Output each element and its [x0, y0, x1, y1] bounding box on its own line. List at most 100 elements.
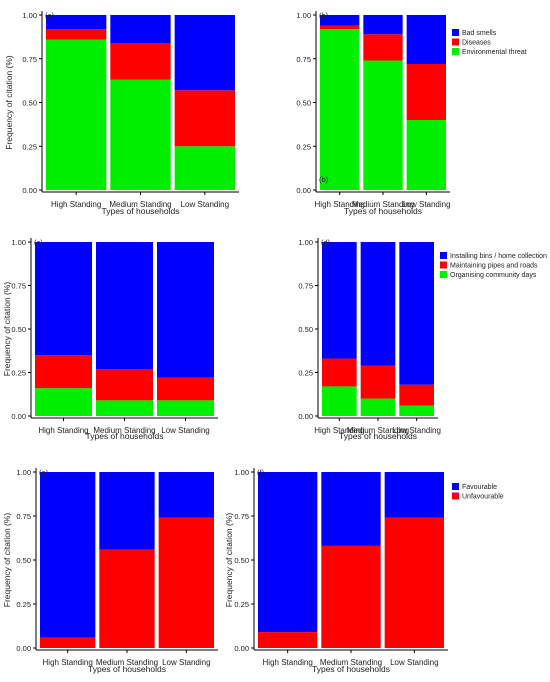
y-tick-label: 0.00 — [298, 412, 313, 421]
bar-segment-green — [399, 405, 434, 416]
bar-segment-blue — [399, 242, 434, 385]
bar-segment-green — [96, 400, 153, 416]
y-tick-label: 0.75 — [22, 55, 37, 64]
x-axis-title: Types of households — [102, 206, 180, 216]
bar-segment-red — [384, 517, 444, 648]
bar-segment-green — [46, 39, 107, 190]
y-tick-label: 0.50 — [298, 325, 313, 334]
bar-segment-red — [360, 365, 396, 399]
bar-segment-blue — [99, 472, 155, 550]
legend-swatch-red — [452, 38, 459, 46]
x-tick-label: Medium Standing — [320, 658, 382, 667]
bar-segment-red — [96, 369, 153, 401]
bar-segment-red — [157, 377, 214, 401]
panel-label: (e) — [39, 468, 49, 477]
x-axis-title: Types of households — [339, 431, 417, 441]
y-tick-label: 0.00 — [22, 186, 37, 195]
y-tick-label: 0.00 — [234, 644, 249, 653]
y-tick-label: 0.75 — [11, 282, 26, 291]
x-tick-label: Low Standing — [161, 426, 209, 435]
y-tick-label: 0.25 — [296, 142, 311, 151]
bar-segment-blue — [360, 242, 396, 366]
bar-segment-red — [40, 637, 96, 648]
x-tick-label: High Standing — [314, 426, 364, 435]
legend-label: Unfavourable — [462, 494, 504, 501]
x-tick-label: Medium Standing — [109, 200, 171, 209]
y-tick-label: 0.75 — [16, 512, 31, 521]
bar-segment-blue — [321, 472, 381, 546]
y-tick-label: 1.00 — [22, 11, 37, 20]
y-tick-label: 0.25 — [11, 369, 26, 378]
bar-segment-red — [110, 43, 171, 80]
bar-segment-red — [406, 64, 446, 120]
legend-label: Favourable — [462, 484, 497, 491]
y-axis-title: Frequency of citation (%) — [2, 282, 12, 377]
bar-segment-green — [174, 146, 235, 190]
legend-label: Organising community days — [450, 272, 537, 279]
x-axis-title: Types of households — [344, 206, 422, 216]
bar-segment-red — [320, 25, 360, 29]
panel-label: (b) — [319, 11, 329, 20]
bar-segment-red — [321, 545, 381, 648]
bar-segment-blue — [363, 15, 403, 35]
x-tick-label: Low Standing — [402, 200, 450, 209]
chart-panel-a: 0.00 0.25 0.50 0.75 1.00 High Standing Medium … — [4, 11, 239, 216]
y-tick-label: 0.25 — [298, 369, 313, 378]
x-tick-label: Low Standing — [390, 658, 438, 667]
bar-segment-blue — [96, 242, 153, 370]
legend-label: Maintaining pipes and roads — [450, 263, 538, 270]
bar-segment-green — [35, 388, 92, 416]
legend-label: Installing bins / home collection — [450, 253, 547, 260]
y-tick-label: 1.00 — [11, 238, 26, 247]
legend-swatch-blue — [452, 29, 459, 36]
panel-label: (a) — [45, 11, 55, 20]
bar-segment-blue — [158, 472, 214, 518]
bar-segment-green — [320, 29, 360, 190]
x-axis-title: Types of households — [88, 664, 166, 674]
x-tick-label: Medium Standing — [352, 200, 414, 209]
chart-panel-d: 0.00 0.25 0.50 0.75 1.00 High StandingMedium … — [298, 238, 547, 441]
x-axis-title: Types of households — [312, 664, 390, 674]
legend-label: Environmental threat — [462, 49, 527, 56]
panel-label: (c) — [34, 238, 43, 247]
bar-segment-green — [157, 400, 214, 416]
bar-segment-blue — [46, 15, 107, 29]
bar-segment-blue — [40, 472, 96, 638]
bar-segment-blue — [258, 472, 318, 633]
bar-segment-blue — [110, 15, 171, 43]
bar-segment-red — [322, 358, 357, 387]
x-tick-label: High Standing — [43, 658, 93, 667]
bar-segment-red — [174, 90, 235, 147]
y-tick-label: 0.00 — [296, 186, 311, 195]
bar-segment-red — [99, 549, 155, 648]
bar-segment-blue — [157, 242, 214, 378]
y-tick-label: 1.00 — [298, 238, 313, 247]
y-axis-title: Frequency of citation (%) — [224, 513, 234, 608]
x-tick-label: Medium Standing — [96, 658, 158, 667]
y-tick-label: 0.50 — [22, 99, 37, 108]
y-tick-label: 1.00 — [234, 468, 249, 477]
bar-segment-green — [360, 398, 396, 416]
legend-swatch-blue — [440, 252, 447, 259]
legend-swatch-green — [440, 271, 447, 278]
legend-label: Diseases — [462, 40, 491, 47]
y-tick-label: 0.75 — [298, 282, 313, 291]
y-tick-label: 0.25 — [234, 600, 249, 609]
bar-segment-red — [158, 517, 214, 648]
y-tick-label: 0.50 — [11, 325, 26, 334]
bar-segment-green — [363, 60, 403, 190]
bar-segment-green — [406, 120, 446, 190]
x-tick-label: Medium Standing — [93, 426, 155, 435]
y-tick-label: 0.50 — [16, 556, 31, 565]
y-tick-label: 1.00 — [16, 468, 31, 477]
bar-segment-red — [399, 384, 434, 406]
x-tick-label: Medium Standing — [347, 426, 409, 435]
x-tick-label: High Standing — [263, 658, 313, 667]
y-tick-label: 0.50 — [296, 99, 311, 108]
legend-swatch-green — [452, 48, 459, 55]
x-tick-label: High Standing — [51, 200, 101, 209]
bar-segment-blue — [174, 15, 235, 91]
x-tick-label: Low Standing — [181, 200, 229, 209]
bar-segment-red — [258, 632, 318, 648]
